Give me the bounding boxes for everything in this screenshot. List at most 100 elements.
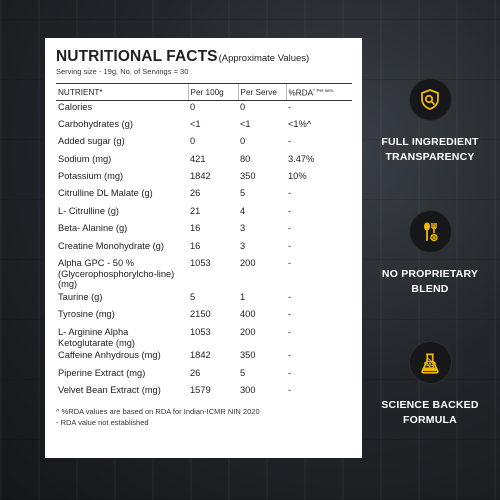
nutrient-name-cell: Calories [58,102,93,112]
per-serve-cell: 3 [240,240,246,251]
nutrient-name-cell: Taurine (g) [58,292,103,303]
flask-icon [421,352,439,374]
badge-label-line2: FORMULA [403,414,457,427]
nutrient-name-cell: Caffeine Anhydrous (mg) [58,350,161,361]
rda-cell: - [288,326,292,337]
nutrient-name-cell: L- Arginine Alpha Ketoglutarate (mg) [58,326,135,348]
badge-label-line2: BLEND [411,283,449,296]
panel-title: NUTRITIONAL FACTS [56,48,218,65]
rda-cell: - [288,205,292,216]
badge-no-proprietary-blend: NO PROPRIETARY BLEND [380,210,480,297]
table-row: Added sugar (g) 0 0 - [56,135,352,152]
badge-label: NO PROPRIETARY BLEND [380,267,480,297]
per-100g-cell: 2150 [190,309,211,320]
per-100g-cell: 5 [190,292,196,303]
badge-label: SCIENCE BACKED FORMULA [380,398,480,428]
table-row: Alpha GPC - 50 % (Glycerophosphorylcho-l… [56,257,352,291]
per-serve-cell: 0 [240,102,246,112]
rda-cell: - [288,258,292,269]
rda-cell: - [288,136,292,147]
nutrient-name-cell: Creatine Monohydrate (g) [58,240,164,251]
rda-cell: - [288,240,292,251]
header-rda-label: %RDA [288,88,314,98]
per-serve-cell: 3 [240,223,246,234]
rda-cell: - [288,350,292,361]
nutrient-name-cell: Carbohydrates (g) [58,118,133,129]
per-100g-cell: 421 [190,153,206,164]
nutrition-table: NUTRIENT* Per 100g Per Serve %RDA^ Per s… [56,83,352,401]
per-serve-cell: 80 [240,153,251,164]
per-100g-cell: 21 [190,205,201,216]
per-100g-cell: 1053 [190,326,211,337]
table-row: Carbohydrates (g) <1 <1 <1%^ [56,118,352,135]
rda-cell: - [288,367,292,378]
per-serve-cell: 350 [240,171,256,182]
nutrient-name-cell: Sodium (mg) [58,153,112,164]
rda-cell: - [288,223,292,234]
table-row: Caffeine Anhydrous (mg) 1842 350 - [56,349,352,366]
table-row: Taurine (g) 5 1 - [56,291,352,308]
per-100g-cell: 16 [190,240,201,251]
magnifier-shield-icon [421,88,439,110]
nutrient-name-cell: L- Citrulline (g) [58,205,119,216]
per-100g-cell: 0 [190,136,196,147]
per-serve-cell: 300 [240,385,256,396]
badge-icon-circle [408,210,452,253]
badge-label: FULL INGREDIENT TRANSPARENCY [380,135,480,165]
nutrient-name-cell: Potassium (mg) [58,171,124,182]
badge-label-line1: SCIENCE BACKED [381,399,479,411]
nutrient-name-cell: Citrulline DL Malate (g) [58,188,153,199]
nutrient-name-cell: Alpha GPC - 50 % (Glycerophosphorylcho-l… [58,258,175,290]
per-100g-cell: 0 [190,102,196,112]
badge-label-line1: FULL INGREDIENT [381,136,479,148]
header-rda: %RDA^ Per serv. [285,83,352,101]
header-per-serve: Per Serve [237,83,286,101]
per-serve-cell: <1 [240,118,251,129]
per-100g-cell: 26 [190,367,201,378]
badge-full-ingredient-transparency: FULL INGREDIENT TRANSPARENCY [380,78,480,165]
nutrient-name-cell: Piperine Extract (mg) [58,367,146,378]
table-row: Citrulline DL Malate (g) 26 5 - [56,187,352,204]
per-serve-cell: 400 [240,309,256,320]
per-serve-cell: 5 [240,188,246,199]
table-row: Calories 0 0 - [56,101,352,118]
table-row: Tyrosine (mg) 2150 400 - [56,308,352,325]
rda-cell: - [288,292,292,303]
per-100g-cell: <1 [190,118,201,129]
table-header-row: NUTRIENT* Per 100g Per Serve %RDA^ Per s… [56,83,352,101]
table-row: Potassium (mg) 1842 350 10% [56,170,352,187]
rda-cell: - [288,102,292,112]
per-100g-cell: 16 [190,223,201,234]
badge-label-line1: NO PROPRIETARY [381,268,479,280]
table-row: Beta- Alanine (g) 16 3 - [56,222,352,239]
table-row: Piperine Extract (mg) 26 5 - [56,367,352,384]
panel-title-sub: (Approximate Values) [218,53,310,64]
note-rda-not-established: - RDA value not established [56,417,149,427]
rda-cell: - [288,188,292,199]
per-serve-cell: 200 [240,326,256,337]
badge-icon-circle [408,341,452,384]
per-serve-cell: 4 [240,205,246,216]
nutrient-name-cell: Velvet Bean Extract (mg) [58,385,161,396]
note-rda-basis: ^ %RDA values are based on RDA for India… [56,407,260,417]
per-serve-cell: 200 [240,258,256,269]
badge-science-backed-formula: SCIENCE BACKED FORMULA [380,341,480,428]
per-100g-cell: 1053 [190,258,211,269]
spoon-fork-icon [424,222,438,241]
rda-cell: <1%^ [288,118,312,129]
per-serve-cell: 350 [240,350,256,361]
rda-cell: 3.47% [288,153,315,164]
nutrition-facts-panel: NUTRITIONAL FACTS (Approximate Values) S… [45,38,362,458]
header-per-100g: Per 100g [187,83,238,101]
badge-label-line2: TRANSPARENCY [385,151,475,164]
rda-cell: - [288,385,292,396]
per-100g-cell: 1579 [190,385,211,396]
table-row: L- Citrulline (g) 21 4 - [56,205,352,222]
per-serve-cell: 5 [240,367,246,378]
header-rda-sup: ^ Per serv. [313,87,335,93]
table-row: L- Arginine Alpha Ketoglutarate (mg) 1053… [56,326,352,349]
serving-info: Serving size - 19g, No. of Servings = 30 [56,67,189,76]
nutrient-name-cell: Beta- Alanine (g) [58,223,128,234]
badge-icon-circle [408,78,452,121]
table-row: Sodium (mg) 421 80 3.47% [56,153,352,170]
